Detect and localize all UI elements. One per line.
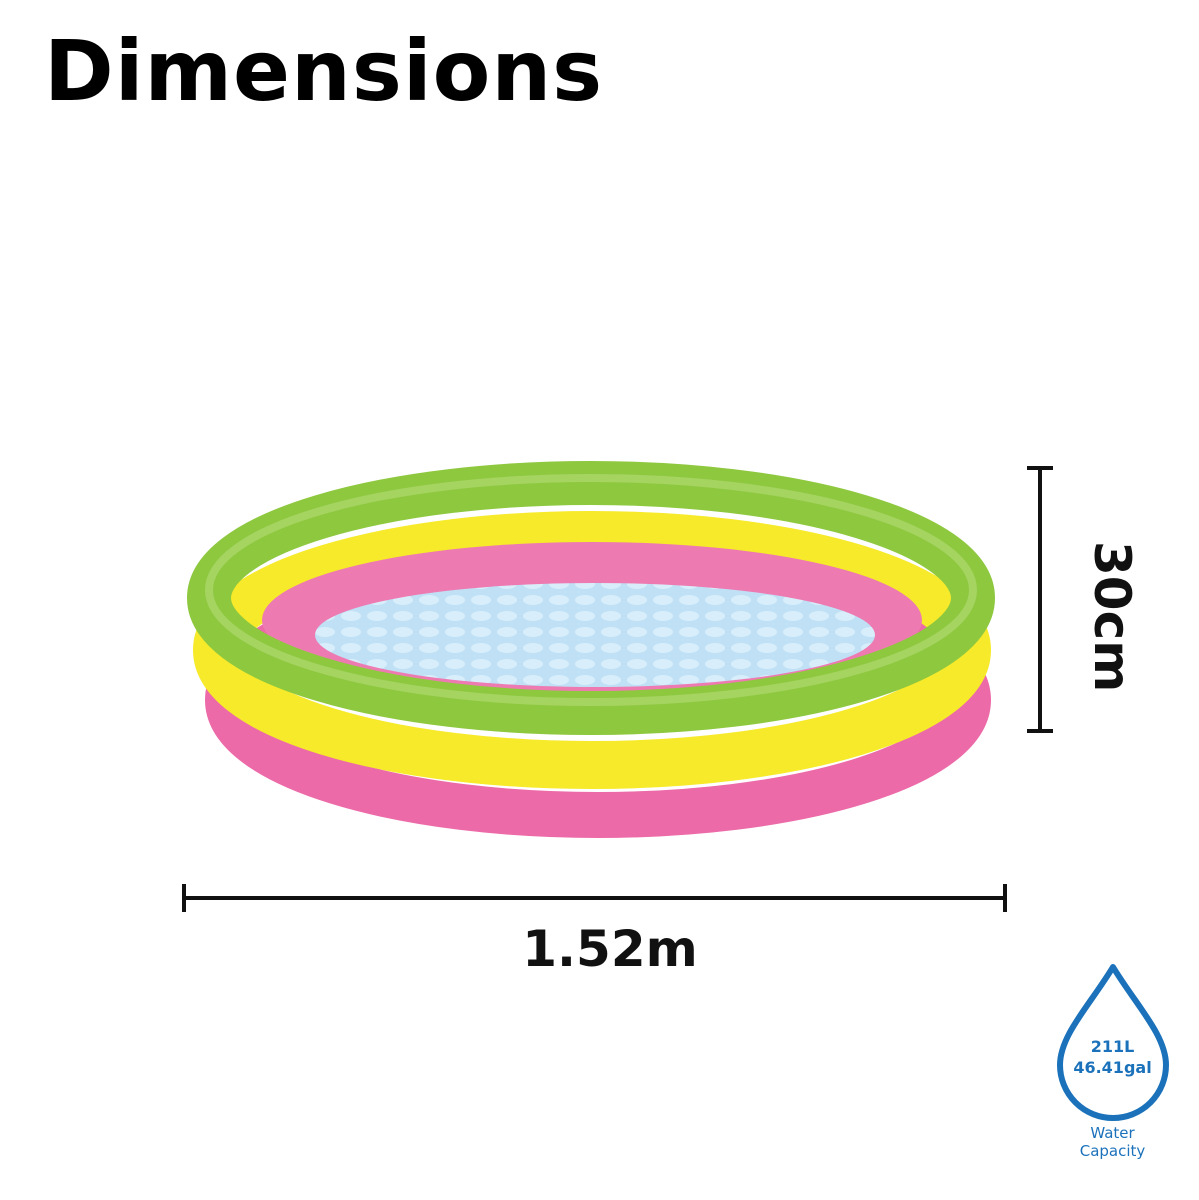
capacity-gallons: 46.41gal — [1073, 1058, 1152, 1077]
page-title: Dimensions — [44, 22, 604, 120]
green-highlight — [205, 474, 977, 706]
capacity-label-line2: Capacity — [1079, 1142, 1146, 1160]
pool-floor — [315, 583, 875, 687]
capacity-liters: 211L — [1090, 1037, 1135, 1056]
capacity-label-line1: Water — [1090, 1124, 1135, 1142]
water-drop-icon — [1057, 964, 1169, 1121]
width-label: 1.52m — [522, 920, 698, 978]
width-dimension-line — [182, 884, 1007, 912]
height-label: 30cm — [1083, 541, 1141, 693]
height-dimension-line — [1027, 466, 1053, 733]
